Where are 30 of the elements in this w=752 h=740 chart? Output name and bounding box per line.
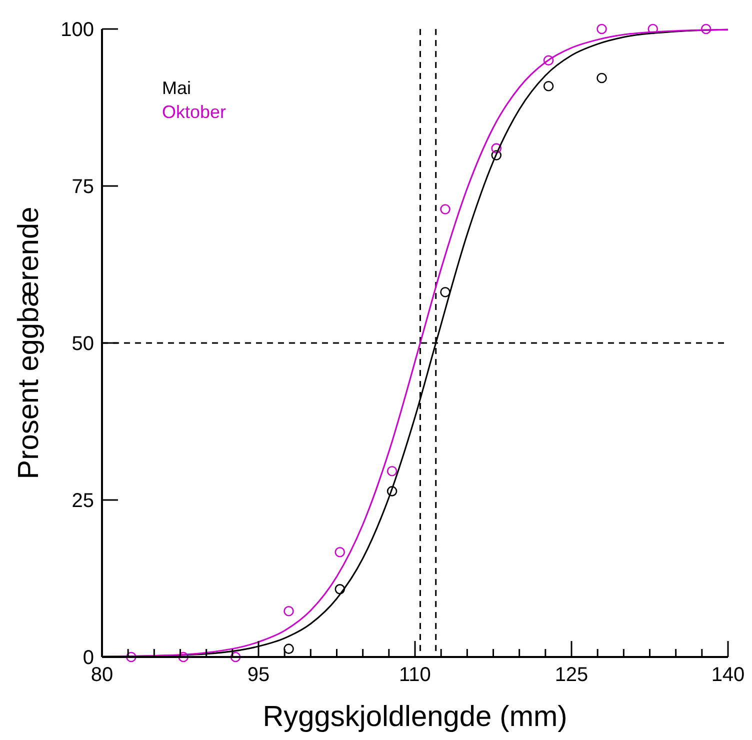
point xyxy=(440,204,450,214)
point xyxy=(230,652,241,662)
point xyxy=(126,652,136,662)
y-axis-title: Prosent eggbærende xyxy=(13,206,45,480)
point xyxy=(596,24,607,34)
x-tick-label: 95 xyxy=(247,664,270,686)
x-axis-title: Ryggskjoldlengde (mm) xyxy=(262,701,568,733)
point xyxy=(491,150,502,160)
point xyxy=(543,55,554,66)
point xyxy=(543,81,554,92)
point xyxy=(334,584,346,594)
x-tick-label: 140 xyxy=(711,664,745,686)
point xyxy=(284,644,294,654)
x-tick-label: 110 xyxy=(399,664,431,686)
point xyxy=(700,24,712,34)
x-tick-label: 125 xyxy=(554,664,588,686)
point xyxy=(596,72,607,84)
point xyxy=(284,606,294,616)
text: Oktober xyxy=(162,102,226,122)
point xyxy=(334,546,346,558)
point xyxy=(386,486,398,496)
y-tick-label: 100 xyxy=(60,19,94,41)
y-tick-label: 50 xyxy=(72,333,94,355)
point xyxy=(491,143,502,154)
text: Mai xyxy=(162,78,192,98)
y-tick-label: 75 xyxy=(72,176,94,198)
point xyxy=(440,286,450,298)
point xyxy=(178,652,189,662)
y-tick-label: 25 xyxy=(72,490,94,512)
point xyxy=(386,466,398,476)
